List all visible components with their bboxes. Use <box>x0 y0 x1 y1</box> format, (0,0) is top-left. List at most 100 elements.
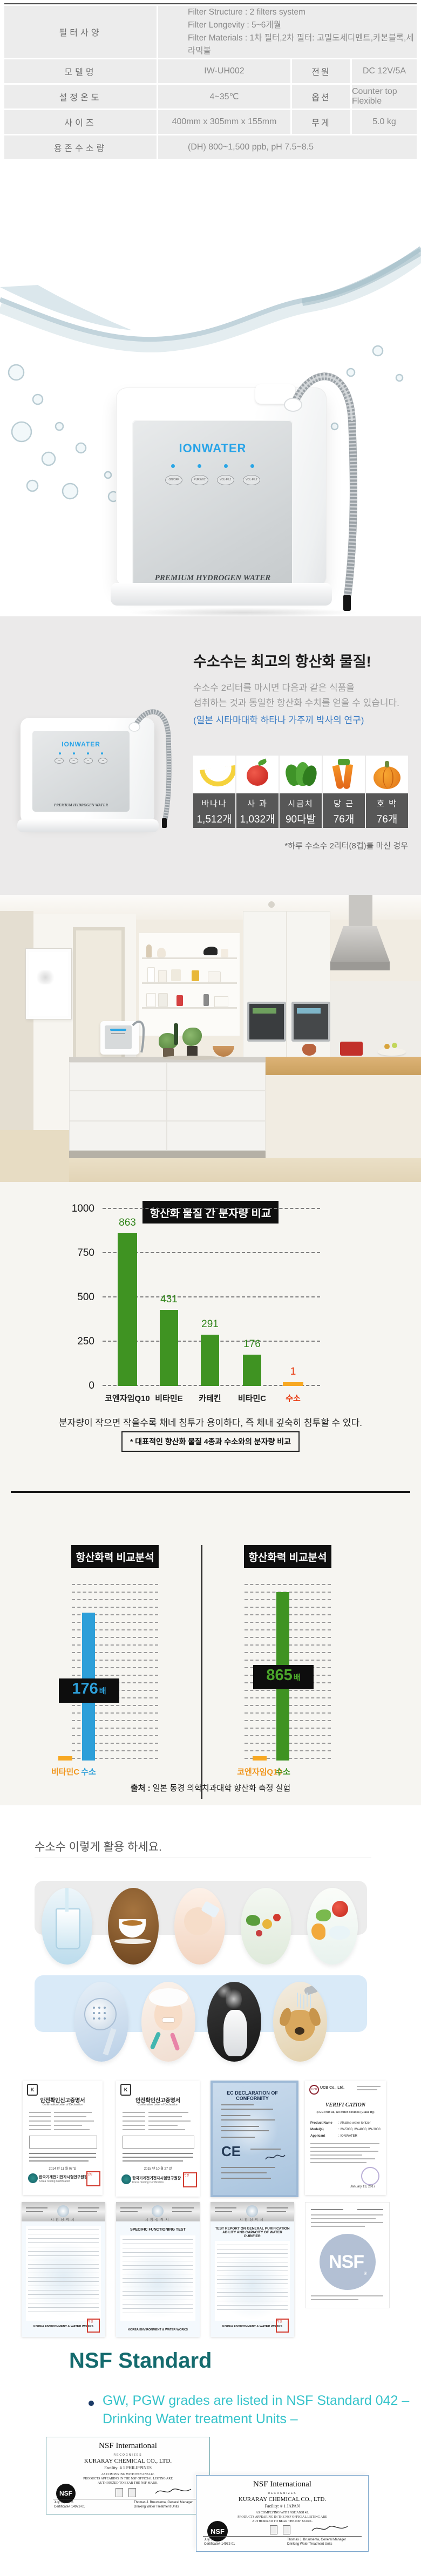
device-button-onoff: ON/OFF <box>165 475 182 485</box>
floor <box>0 1158 421 1182</box>
food-item: 시금치 90다발 <box>280 756 322 828</box>
bar-label: 비타민C <box>51 1768 80 1777</box>
nsf-certificate-japan: NSF International RECOGNIZES KURARAY CHE… <box>196 2475 369 2552</box>
gridline <box>103 1296 320 1297</box>
bar-category-label: 코엔자임Q10 <box>105 1394 150 1403</box>
nsf-certificate-philippines: NSF International RECOGNIZES KURARAY CHE… <box>46 2437 210 2514</box>
nsf-black-logo: NSF <box>56 2484 76 2503</box>
pumpkin-photo <box>366 756 408 793</box>
spec-value: 4~35℃ <box>158 85 290 108</box>
bullet-icon <box>89 2401 94 2406</box>
spec-label: 사이즈 <box>4 110 157 134</box>
comparison-source: 출처 : 일본 동경 의학치과대학 향산화 측정 실험 <box>130 1784 291 1793</box>
antioxidant-intro-section: 수소수는 최고의 항산화 물질! 수소수 2리터를 마시면 다음과 같은 식품을… <box>0 616 421 895</box>
chart-bar-카테킨 <box>201 1334 219 1386</box>
section-divider <box>11 1491 410 1493</box>
spec-label: 전원 <box>292 59 350 83</box>
y-axis-tick: 0 <box>89 1380 94 1391</box>
spec-value: 5.0 kg <box>352 110 417 134</box>
food-item: 바나나 1,512개 <box>193 756 235 828</box>
y-axis-tick: 750 <box>77 1247 94 1259</box>
y-axis-tick: 500 <box>77 1292 94 1303</box>
carrot-photo <box>323 756 365 793</box>
kitchen-island <box>69 1062 266 1151</box>
bar-category-label: 수소 <box>286 1394 301 1403</box>
tray <box>162 1056 221 1060</box>
nsf-listing-letter: NSF ® <box>305 2202 390 2308</box>
table-row: 용존수소량 (DH) 800~1,500 ppb, pH 7.5~8.5 <box>4 135 417 159</box>
oven <box>291 1002 330 1042</box>
ktc-logo <box>121 2174 131 2184</box>
purple-stamp <box>361 2167 379 2185</box>
ansi-logo <box>116 2488 123 2497</box>
product-hero-image: IONWATER ON/OFF PURE/H2 VOL·FIL1 VOL·FIL… <box>111 371 364 625</box>
spec-label: 필터사양 <box>4 6 157 58</box>
bar-value-label: 863 <box>119 1216 136 1228</box>
red-stamp: 인장 <box>183 2172 197 2187</box>
spec-value: Filter Structure : 2 filters system Filt… <box>158 6 417 58</box>
test-report-1: 시험성적서 KOREA ENVIRONMENT & WATER WORKS 직인 <box>22 2202 105 2337</box>
red-stamp: 직인 <box>276 2319 289 2333</box>
shelf-unit <box>139 933 240 1036</box>
device-buttons: ON/OFF PURE/H2 VOL·FIL1 VOL·FIL2 <box>132 475 293 485</box>
apple-photo <box>236 756 279 793</box>
device-button-vol1: VOL·FIL1 <box>217 475 234 485</box>
spinach-photo <box>280 756 322 793</box>
section-desc-line2: 섭취하는 것과 동일한 항산화 수치를 얻을 수 있습니다. <box>193 698 399 708</box>
table-row: 필터사양 Filter Structure : 2 filters system… <box>4 6 417 58</box>
wall-picture <box>25 948 72 1019</box>
device-body: IONWATER ON/OFF PURE/H2 VOL·FIL1 VOL·FIL… <box>111 384 332 606</box>
panel-grid-left <box>72 1584 158 1761</box>
bar-category-label: 비타민E <box>155 1394 183 1403</box>
chart-footnote: * 대표적인 향산화 물질 4종과 수소와의 분자량 비교 <box>121 1431 300 1452</box>
oven <box>247 1002 286 1042</box>
kitchen-photo <box>0 895 421 1182</box>
red-stamp: 인장 <box>86 2171 100 2186</box>
spec-value: DC 12V/5A <box>352 59 417 83</box>
gridline <box>103 1208 320 1209</box>
nsf-bullet-line2: Drinking Water treatment Units – <box>103 2411 298 2427</box>
clay-pot <box>302 1044 316 1056</box>
value-badge-left: 176 배 <box>59 1678 119 1703</box>
nsf-bullet-line1: GW, PGW grades are listed in NSF Standar… <box>103 2393 410 2408</box>
scc-logo <box>128 2488 136 2497</box>
nsf-standard-title: NSF Standard <box>69 2349 212 2373</box>
spec-label: 모델명 <box>4 59 157 83</box>
vegetables-photo <box>241 1888 291 1965</box>
fruit-plate <box>378 1048 406 1056</box>
ce-certificate: EC DECLARATION OF CONFORMITY CE <box>210 2081 298 2197</box>
chart-bar-코엔자임Q10 <box>118 1233 137 1386</box>
report-table <box>26 2226 101 2321</box>
red-stamp: 직인 <box>87 2319 100 2333</box>
chart-bar-비타민C <box>243 1355 261 1386</box>
water-splash-image <box>0 246 421 502</box>
device-button-vol2: VOL·FIL2 <box>243 475 260 485</box>
device-led-lights <box>132 464 293 468</box>
wood-counter <box>263 1057 421 1075</box>
food-item: 당 근 76개 <box>323 756 365 828</box>
device-shadow <box>127 608 359 617</box>
bar-label: 코엔자임Q10 <box>237 1768 282 1777</box>
y-axis-tick: 250 <box>77 1336 94 1347</box>
report-table <box>120 2235 195 2321</box>
plant-pot <box>180 1028 204 1058</box>
nsf-logo: NSF ® <box>320 2234 376 2290</box>
device-base <box>111 583 332 606</box>
y-axis-tick: 1000 <box>71 1203 94 1214</box>
spec-label: 설정온도 <box>4 85 157 108</box>
gridline <box>103 1252 320 1253</box>
kc-certificate-2: K 안전확인신고증명서 Confirmation Letter of Decla… <box>116 2081 200 2197</box>
spec-value: IW-UH002 <box>158 59 290 83</box>
device-button-pure: PURE/H2 <box>191 475 208 485</box>
range-hood <box>330 895 390 976</box>
water-glass-photo <box>42 1888 92 1965</box>
bar-label: 수소 <box>81 1768 96 1777</box>
table-row: 모델명 IW-UH002 전원 DC 12V/5A <box>4 59 417 83</box>
food-item: 사 과 1,032개 <box>236 756 279 828</box>
humidifier-mist-photo <box>207 1982 261 2062</box>
signature <box>265 2154 286 2160</box>
panel-divider <box>201 1545 202 1799</box>
woman-toothbrush-photo <box>141 1982 195 2062</box>
test-report-3: 시험성적서 TEST REPORT ON GENERAL PURIFICATIO… <box>210 2202 294 2337</box>
